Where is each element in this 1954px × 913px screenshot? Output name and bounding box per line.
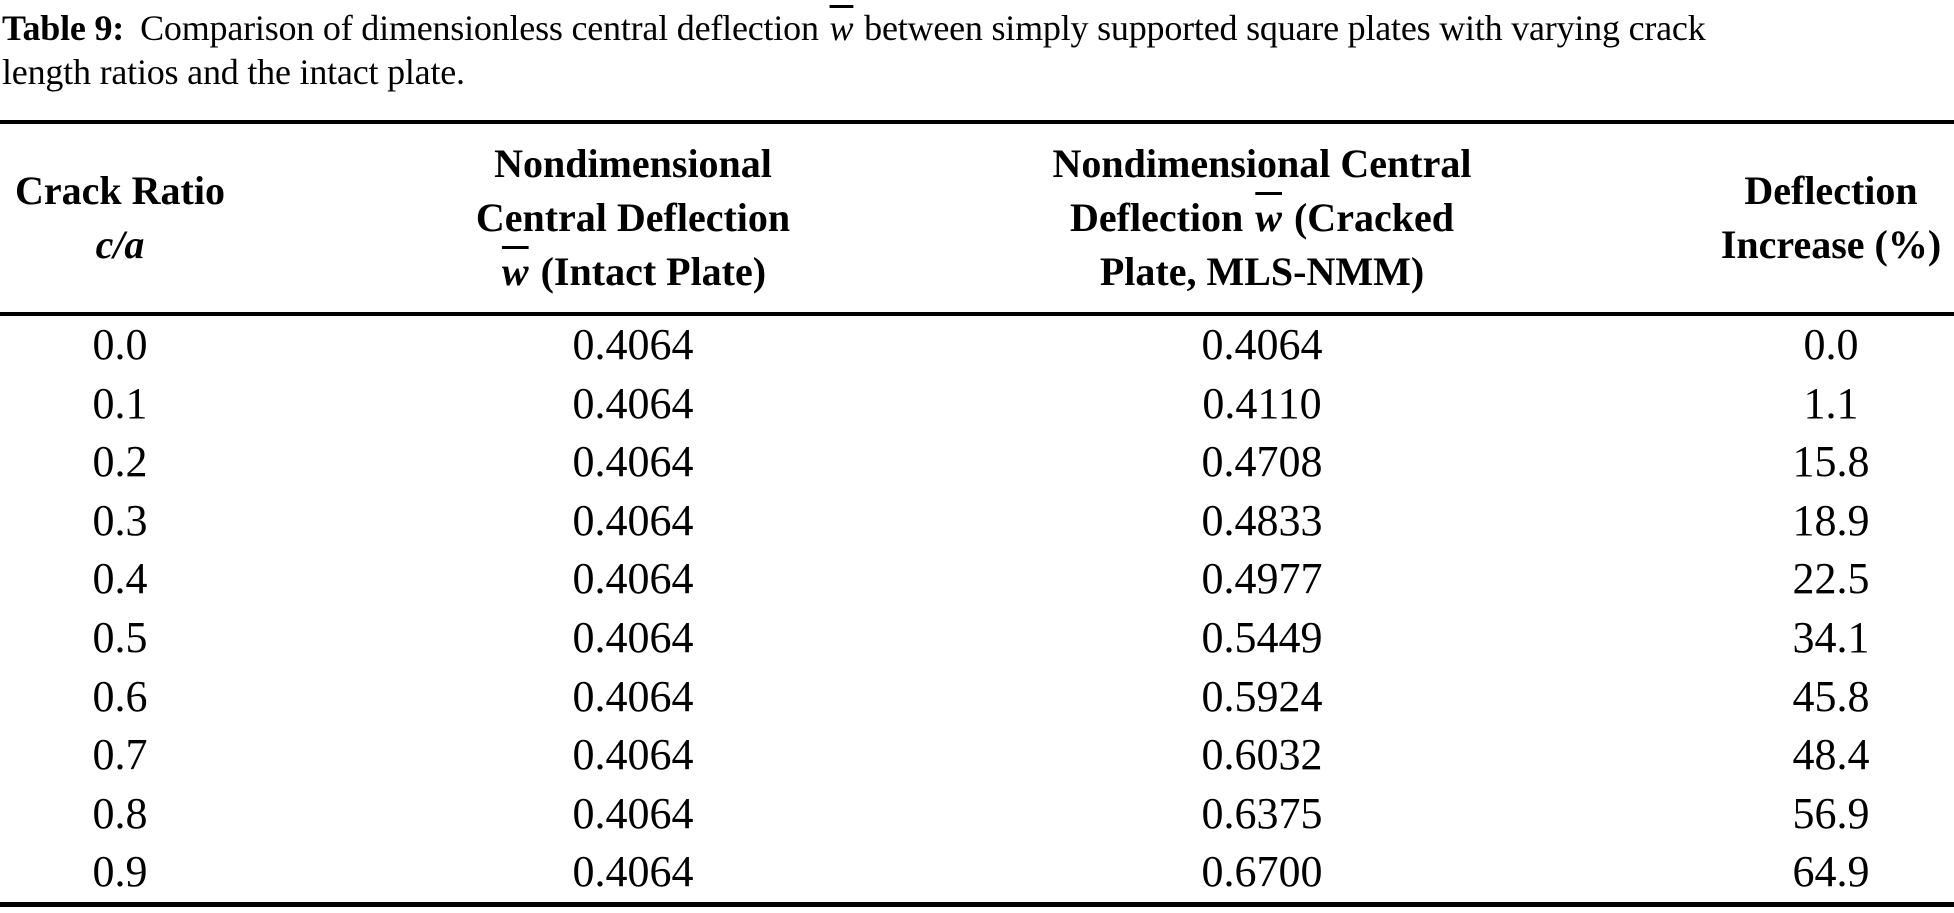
table-header-rule (0, 312, 1954, 316)
cell-cracked-deflection: 0.4833 (1201, 495, 1323, 545)
cell-deflection-increase: 22.5 (1792, 554, 1870, 604)
column-header-cracked-deflection: Nondimensional Central Deflection w (Cra… (1026, 124, 1498, 312)
cell-crack-ratio: 0.4 (92, 554, 148, 604)
cell-crack-ratio: 0.8 (92, 788, 148, 838)
cell-cracked-deflection: 0.4064 (1201, 320, 1323, 369)
cell-crack-ratio: 0.3 (92, 495, 148, 545)
cell-deflection-increase: 64.9 (1792, 847, 1870, 897)
column-header-deflection-increase: Deflection Increase (%) (1498, 124, 1954, 312)
table-top-rule (0, 120, 1954, 124)
cell-deflection-increase: 45.8 (1792, 671, 1870, 721)
wbar-symbol: w (829, 8, 854, 48)
cell-cracked-deflection: 0.6700 (1201, 847, 1323, 897)
column-header-intact-line2: Central Deflection (475, 195, 791, 240)
table-header-row: Crack Ratio c/a Nondimensional Central D… (0, 124, 1954, 312)
column-header-cracked-line2-text-before: Deflection (1070, 195, 1254, 240)
cell-crack-ratio: 0.5 (92, 612, 148, 662)
column-header-cracked-line3: Plate, MLS-NMM) (1099, 249, 1425, 294)
column-header-cracked-line2-text-after: (Cracked (1283, 195, 1454, 240)
cell-cracked-deflection: 0.5449 (1201, 612, 1323, 662)
cell-crack-ratio: 0.7 (92, 730, 148, 780)
column-header-crack-ratio-line1: Crack Ratio (15, 168, 225, 213)
table-caption: Table 9: Comparison of dimensionless cent… (0, 0, 1954, 94)
cell-crack-ratio: 0.9 (92, 847, 148, 897)
column-header-intact-line1: Nondimensional (494, 141, 772, 186)
cell-cracked-deflection: 0.4977 (1201, 554, 1323, 604)
cell-intact-deflection: 0.4064 (572, 612, 694, 662)
cell-intact-deflection: 0.4064 (572, 320, 694, 369)
cell-intact-deflection: 0.4064 (572, 495, 694, 545)
table-body: 0.0 0.4064 0.4064 0.0 0.1 0.4064 0.4110 … (0, 316, 1954, 902)
cell-cracked-deflection: 0.6032 (1201, 730, 1323, 780)
cell-crack-ratio: 0.0 (92, 320, 148, 369)
cell-deflection-increase: 0.0 (1803, 320, 1859, 369)
table-caption-label: Table 9: (2, 8, 125, 48)
cell-crack-ratio: 0.2 (92, 437, 148, 487)
table-caption-line1: Table 9: Comparison of dimensionless cent… (2, 6, 1954, 50)
cell-deflection-increase: 15.8 (1792, 437, 1870, 487)
cell-cracked-deflection: 0.4110 (1202, 378, 1322, 428)
table-caption-text-before-wbar: Comparison of dimensionless central defl… (140, 8, 828, 48)
cell-deflection-increase: 34.1 (1792, 612, 1870, 662)
column-header-intact-line3: w (Intact Plate) (500, 245, 766, 299)
column-header-crack-ratio: Crack Ratio c/a (0, 124, 240, 312)
wbar-symbol: w (501, 249, 529, 294)
column-header-increase-line1: Deflection (1744, 168, 1918, 213)
cell-intact-deflection: 0.4064 (572, 671, 694, 721)
cell-intact-deflection: 0.4064 (572, 554, 694, 604)
cell-intact-deflection: 0.4064 (572, 847, 694, 897)
cell-cracked-deflection: 0.6375 (1201, 788, 1323, 838)
table-caption-line2: length ratios and the intact plate. (2, 52, 465, 92)
table-bottom-rule (0, 901, 1954, 907)
cell-cracked-deflection: 0.5924 (1201, 671, 1323, 721)
cell-cracked-deflection: 0.4708 (1201, 437, 1323, 487)
cell-intact-deflection: 0.4064 (572, 437, 694, 487)
cell-crack-ratio: 0.6 (92, 671, 148, 721)
cell-intact-deflection: 0.4064 (572, 730, 694, 780)
cell-deflection-increase: 56.9 (1792, 788, 1870, 838)
column-header-intact-line3-text: (Intact Plate) (530, 249, 767, 294)
cell-intact-deflection: 0.4064 (572, 378, 694, 428)
cell-deflection-increase: 48.4 (1792, 730, 1870, 780)
column-header-intact-deflection: Nondimensional Central Deflection w (Int… (240, 124, 1026, 312)
cell-intact-deflection: 0.4064 (572, 788, 694, 838)
wbar-symbol: w (1255, 195, 1282, 240)
column-header-cracked-line1: Nondimensional Central (1052, 141, 1472, 186)
cell-deflection-increase: 1.1 (1803, 378, 1859, 428)
column-header-cracked-line2: Deflection w (Cracked (1070, 191, 1454, 245)
column-header-crack-ratio-line2: c/a (95, 222, 145, 267)
table-caption-text-after-wbar: between simply supported square plates w… (855, 8, 1706, 48)
column-header-increase-line2: Increase (%) (1720, 222, 1942, 267)
cell-deflection-increase: 18.9 (1792, 495, 1870, 545)
cell-crack-ratio: 0.1 (92, 378, 148, 428)
